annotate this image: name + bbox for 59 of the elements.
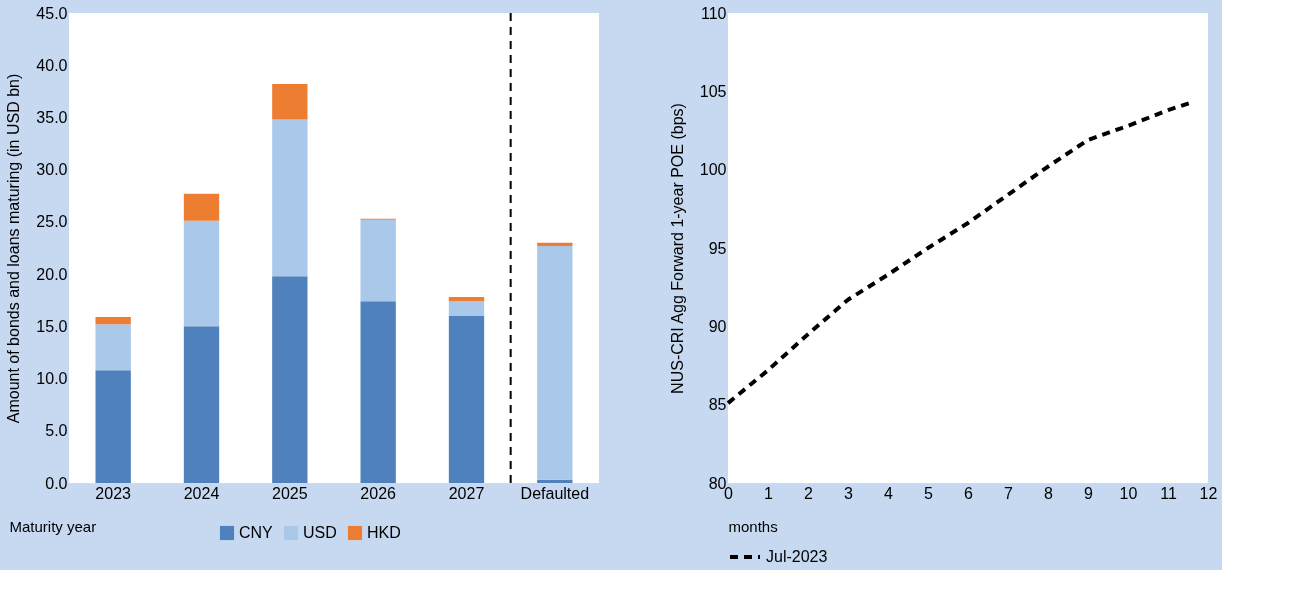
x-tick-label: 2 [804, 484, 814, 502]
bar [183, 220, 220, 327]
y-tick-label: 35.0 [36, 108, 68, 126]
bar [272, 119, 308, 277]
x-tick-label: 7 [1004, 484, 1014, 502]
y-tick-label: 95 [708, 239, 727, 257]
bar [272, 84, 308, 120]
bar [95, 324, 131, 371]
x-axis-title: Maturity year [9, 517, 97, 535]
bar [448, 297, 485, 302]
x-axis-title: months [728, 517, 778, 535]
y-tick-label: 110 [700, 4, 727, 22]
y-tick-label: 100 [699, 161, 727, 179]
x-tick-label: Defaulted [520, 484, 590, 502]
legend-label: Jul-2023 [766, 548, 828, 565]
x-tick-label: 10 [1119, 484, 1138, 502]
x-tick-label: 8 [1044, 484, 1054, 502]
y-tick-label: 45.0 [36, 4, 68, 22]
bar [360, 301, 396, 483]
x-tick-label: 2024 [183, 484, 220, 502]
y-tick-label: 90 [708, 317, 727, 335]
y-tick-label: 25.0 [36, 213, 68, 231]
x-tick-label: 2026 [360, 484, 397, 502]
x-tick-label: 5 [924, 484, 934, 502]
x-tick-label: 6 [964, 484, 974, 502]
bar [360, 219, 396, 302]
y-tick-label: 30.0 [36, 161, 68, 179]
bar [448, 315, 485, 483]
y-tick-label: 10.0 [36, 370, 68, 388]
bar [95, 316, 131, 325]
legend-label: CNY [239, 524, 274, 541]
y-axis-title: Amount of bonds and loans maturing (in USD bn) [5, 73, 23, 424]
bar [537, 479, 573, 483]
legend-label: USD [303, 524, 337, 541]
y-tick-label: 5.0 [45, 422, 68, 440]
bar [537, 242, 573, 246]
bar [448, 301, 485, 316]
bar [183, 326, 220, 483]
x-tick-label: 2025 [272, 484, 308, 502]
x-tick-label: 1 [764, 484, 774, 502]
y-tick-label: 40.0 [36, 56, 68, 74]
y-tick-label: 20.0 [36, 265, 68, 283]
y-axis-title: NUS-CRI Agg Forward 1-year POE (bps) [668, 103, 686, 394]
y-tick-label: 15.0 [36, 317, 68, 335]
x-tick-label: 3 [844, 484, 854, 502]
x-tick-label: 9 [1084, 484, 1094, 502]
x-tick-label: 12 [1199, 484, 1218, 502]
y-tick-label: 0.0 [45, 474, 68, 492]
bar [95, 370, 131, 483]
bar [183, 193, 220, 221]
bar [537, 245, 573, 480]
legend-label: HKD [367, 524, 401, 541]
y-tick-label: 105 [699, 82, 727, 100]
x-tick-label: 2027 [448, 484, 485, 502]
bar [272, 276, 308, 483]
x-tick-label: 4 [884, 484, 894, 502]
y-tick-label: 85 [708, 396, 727, 414]
x-tick-label: 11 [1160, 484, 1177, 502]
x-tick-label: 2023 [95, 484, 132, 502]
